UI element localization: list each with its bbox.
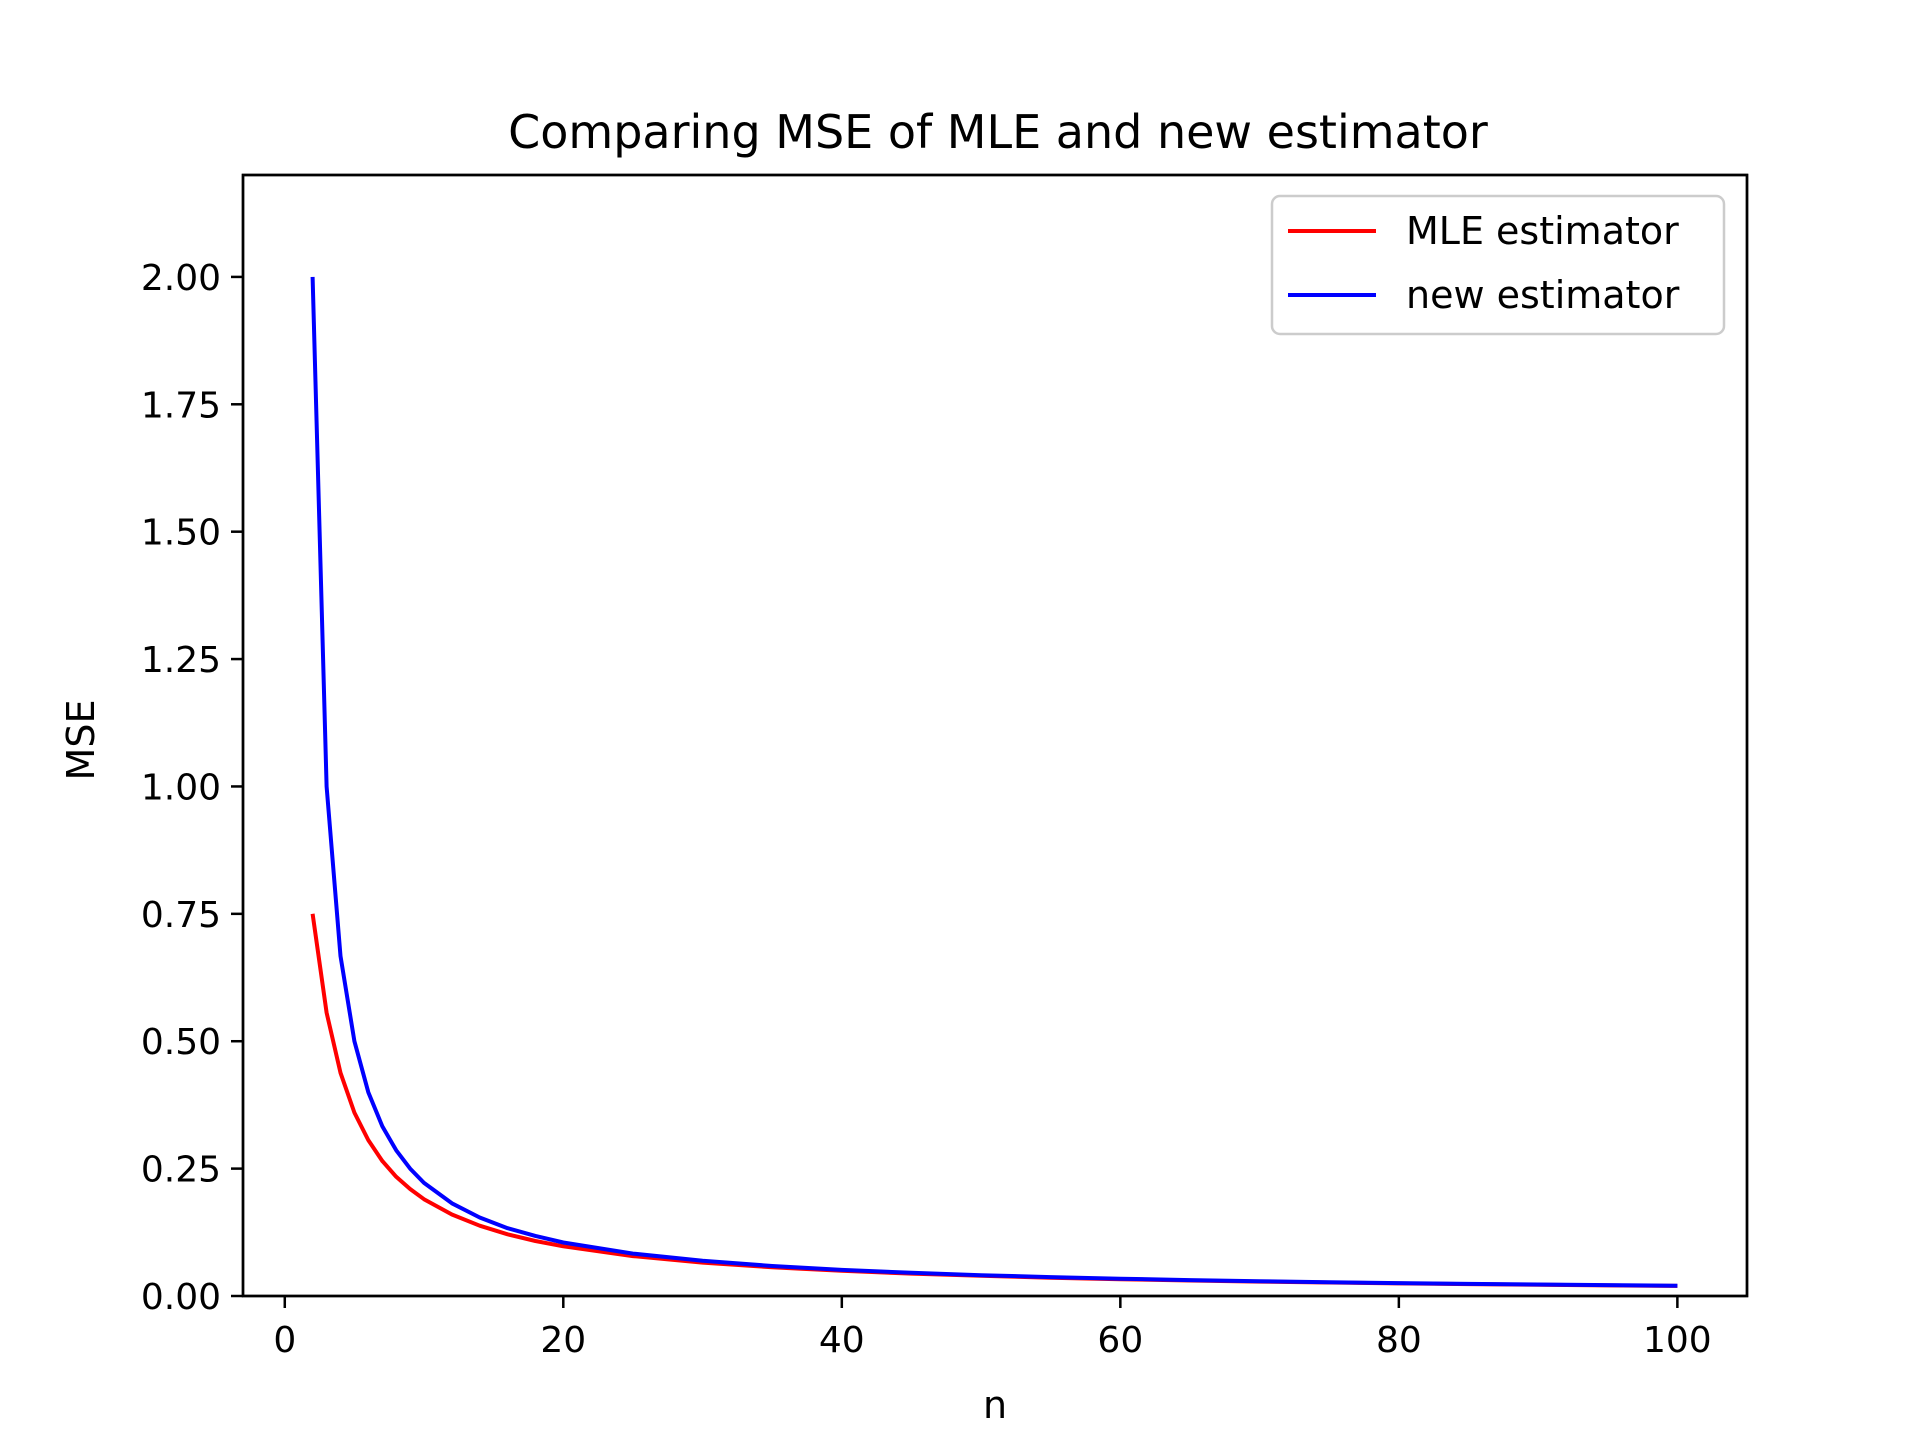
series-line-new-estimator [310,276,1678,1288]
legend-entry-new-estimator: new estimator [1406,273,1680,317]
y-tick-label: 0.25 [141,1150,221,1191]
x-tick-label: 80 [1376,1320,1422,1361]
x-axis: 0 20 40 60 80 100 [273,1296,1712,1361]
y-tick-label: 2.00 [141,258,221,299]
x-tick-label: 0 [273,1320,296,1361]
x-tick-label: 40 [819,1320,865,1361]
legend-entry-mle-estimator: MLE estimator [1406,209,1679,253]
y-tick-label: 0.50 [141,1022,221,1063]
y-tick-label: 1.00 [141,767,221,808]
plot-frame-border [241,173,1749,1298]
x-tick-label: 20 [540,1320,586,1361]
plot-area [241,173,1749,1298]
plot-frame [241,173,1749,1298]
y-tick-label: 0.00 [141,1277,221,1318]
y-tick-label: 1.50 [141,513,221,554]
x-tick-label: 60 [1097,1320,1143,1361]
y-tick-label: 0.75 [141,895,221,936]
y-tick-label: 1.25 [141,640,221,681]
chart-title: Comparing MSE of MLE and new estimator [508,105,1488,159]
legend-box [1270,194,1726,336]
legend: MLE estimator new estimator [1270,194,1726,336]
y-axis: 0.00 0.25 0.50 0.75 1.00 1.25 1.50 1.75 2.00 [141,258,243,1318]
x-axis-label: n [983,1383,1007,1427]
y-tick-label: 1.75 [141,385,221,426]
series-layer [310,276,1678,1288]
x-tick-label: 100 [1643,1320,1712,1361]
y-axis-label: MSE [59,700,103,781]
